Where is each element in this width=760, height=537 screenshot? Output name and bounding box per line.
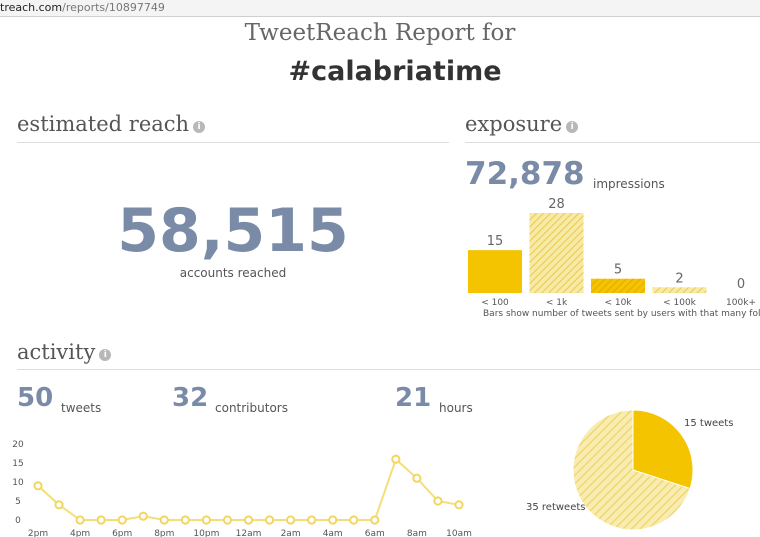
activity-point	[412, 473, 422, 483]
exposure-bar-chart: 15 < 100 28 < 1k 5 < 10k 2 < 100k 0 100k+	[468, 197, 756, 308]
activity-info-icon[interactable]: i	[99, 349, 112, 361]
exposure-heading: exposure i	[465, 112, 579, 136]
activity-x-tick: 12am	[236, 529, 262, 537]
activity-heading-text: activity	[17, 340, 96, 364]
exposure-bar-value: 5	[614, 263, 622, 278]
exposure-bar-value: 2	[675, 271, 683, 286]
activity-point	[454, 500, 464, 510]
activity-point	[201, 515, 211, 525]
reach-heading-text: estimated reach	[17, 112, 190, 136]
activity-y-tick: 15	[12, 459, 23, 469]
pie-label-tweets: 15 tweets	[684, 418, 733, 429]
activity-heading: activity i	[17, 340, 112, 364]
activity-point	[433, 496, 443, 506]
hours-label: hours	[439, 401, 473, 415]
url-host: treach.com	[0, 1, 63, 14]
exposure-info-icon[interactable]: i	[566, 121, 579, 133]
url-path: /reports/10897749	[62, 1, 165, 14]
activity-point	[96, 515, 106, 525]
activity-point	[117, 515, 127, 525]
activity-point	[264, 515, 275, 525]
activity-x-tick: 4am	[323, 529, 343, 537]
activity-x-tick: 4pm	[70, 529, 90, 537]
activity-y-tick: 20	[12, 440, 24, 450]
reach-heading: estimated reach i	[17, 112, 206, 136]
activity-point	[159, 515, 169, 525]
exposure-bar-category: 100k+	[726, 298, 756, 308]
exposure-heading-text: exposure	[465, 112, 563, 136]
exposure-bar-value: 15	[487, 234, 504, 249]
address-bar[interactable]: treach.com/reports/10897749	[0, 0, 760, 17]
contributors-count: 32	[172, 383, 209, 413]
activity-point	[307, 515, 317, 525]
activity-point	[138, 511, 148, 521]
activity-point	[243, 515, 254, 525]
reach-divider	[17, 142, 449, 143]
exposure-bar-category: < 100	[481, 298, 509, 308]
report-title: TweetReach Report for	[244, 20, 516, 46]
activity-x-tick: 6am	[365, 529, 385, 537]
activity-point	[370, 515, 380, 525]
activity-point	[286, 515, 296, 525]
exposure-note: Bars show number of tweets sent by users…	[483, 309, 760, 319]
reach-value: 58,515	[117, 196, 349, 266]
activity-x-tick: 8pm	[154, 529, 174, 537]
activity-series-line	[37, 457, 460, 521]
activity-divider	[17, 369, 760, 370]
report-hashtag: #calabriatime	[288, 56, 502, 87]
activity-y-tick: 0	[15, 516, 21, 526]
hours-count: 21	[395, 383, 432, 413]
exposure-bar	[468, 250, 522, 293]
activity-x-tick: 2am	[281, 529, 301, 537]
exposure-bar	[591, 278, 645, 293]
activity-point	[391, 454, 401, 464]
pie-slice-retweets	[572, 409, 691, 531]
activity-point	[54, 500, 64, 510]
exposure-divider	[465, 142, 760, 143]
exposure-value: 72,878	[465, 156, 585, 192]
exposure-bar	[529, 213, 584, 293]
activity-y-tick: 5	[15, 497, 21, 507]
exposure-bar-category: < 100k	[663, 298, 697, 308]
activity-point	[33, 481, 43, 491]
tweet-type-pie-chart: 15 tweets 35 retweets	[526, 409, 733, 531]
activity-x-tick: 8am	[407, 529, 427, 537]
activity-point	[328, 515, 338, 525]
exposure-bar-value: 28	[548, 197, 565, 212]
activity-y-tick: 10	[12, 478, 24, 488]
activity-line-chart: 0 5 10 15 20 2pm 4pm 6pm 8pm 10pm 12am 2am 4am 6am 8am…	[12, 440, 472, 537]
pie-label-retweets: 35 retweets	[526, 502, 585, 513]
tweets-count: 50	[17, 383, 54, 413]
exposure-label: impressions	[593, 177, 665, 191]
exposure-bar-category: < 1k	[546, 298, 568, 308]
activity-x-tick: 6pm	[112, 529, 132, 537]
exposure-bar-value: 0	[737, 277, 745, 292]
reach-info-icon[interactable]: i	[193, 121, 206, 133]
activity-x-tick: 10pm	[193, 529, 219, 537]
exposure-bar-category: < 10k	[604, 298, 632, 308]
activity-x-tick: 2pm	[28, 529, 48, 537]
activity-point	[75, 515, 85, 525]
activity-point	[222, 515, 233, 525]
activity-x-tick: 10am	[446, 529, 472, 537]
activity-point	[349, 515, 359, 525]
exposure-bar	[652, 287, 707, 293]
reach-label: accounts reached	[179, 266, 287, 280]
pie-slice-tweets	[632, 409, 694, 490]
contributors-label: contributors	[215, 401, 288, 415]
tweets-label: tweets	[61, 401, 102, 415]
activity-point	[180, 515, 190, 525]
